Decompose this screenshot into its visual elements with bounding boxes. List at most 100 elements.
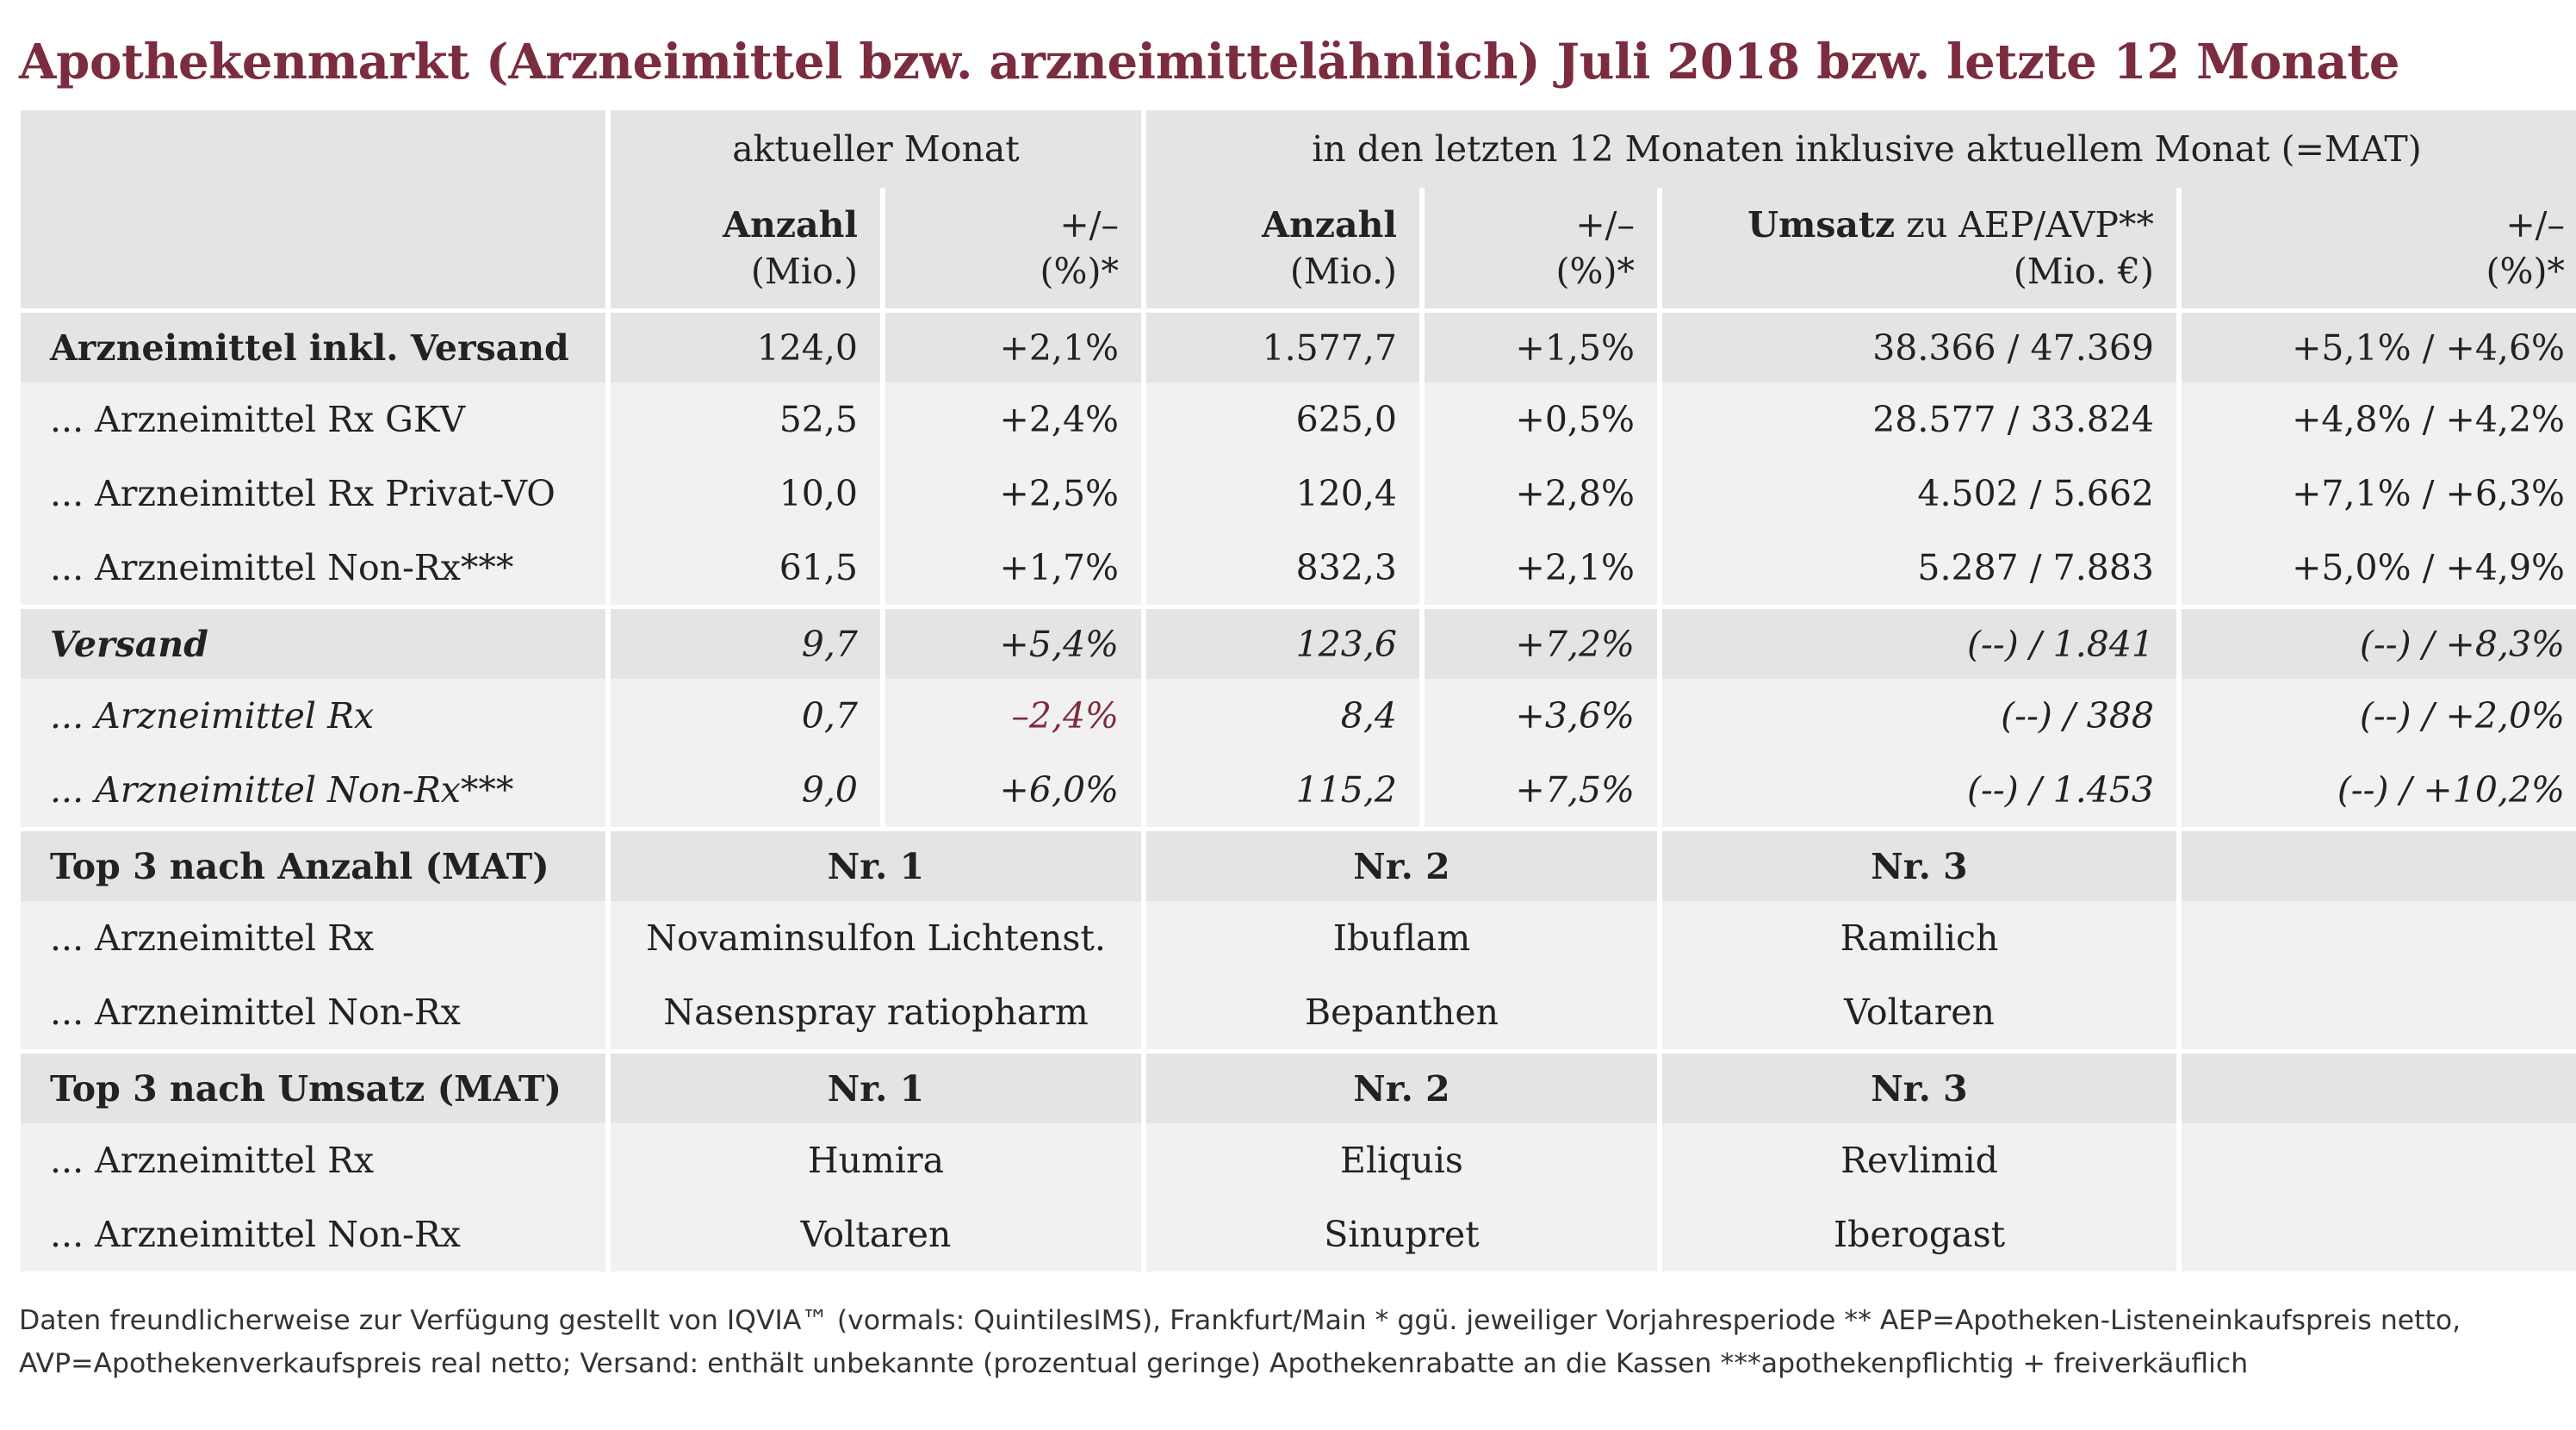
row-label: Arzneimittel inkl. Versand xyxy=(21,308,605,382)
rank-1-header: Nr. 1 xyxy=(611,1049,1141,1123)
rank-2-header: Nr. 2 xyxy=(1146,827,1657,901)
header-change-label: +/– xyxy=(1059,204,1119,246)
empty-cell xyxy=(2182,901,2576,975)
footnote-line-2: AVP=Apothekenverkaufspreis real netto; V… xyxy=(19,1348,2249,1379)
rank-1-product: Voltaren xyxy=(611,1197,1141,1271)
header-corner xyxy=(21,110,605,188)
header-mat-change: +/– (%)* xyxy=(1425,188,1657,308)
cell-revenue: 4.502 / 5.662 xyxy=(1662,457,2176,531)
cell-current-change: +2,5% xyxy=(885,457,1141,531)
rank-3-header: Nr. 3 xyxy=(1662,1049,2176,1123)
cell-mat-change: +2,8% xyxy=(1425,457,1657,531)
cell-current-change: +2,4% xyxy=(885,382,1141,457)
cell-revenue-change: (--) / +8,3% xyxy=(2182,605,2576,679)
cell-current-change: +2,1% xyxy=(885,308,1141,382)
footnote: Daten freundlicherweise zur Verfügung ge… xyxy=(19,1299,2560,1385)
cell-revenue-change: (--) / +10,2% xyxy=(2182,753,2576,827)
header-count-label: Anzahl xyxy=(1262,204,1397,246)
cell-current-count: 0,7 xyxy=(611,679,880,753)
cell-current-change-negative: –2,4% xyxy=(885,679,1141,753)
header-revenue-change: +/– (%)* xyxy=(2182,188,2576,308)
header-current-change: +/– (%)* xyxy=(885,188,1141,308)
row-label: Versand xyxy=(21,605,605,679)
cell-revenue-change: +7,1% / +6,3% xyxy=(2182,457,2576,531)
header-count-label: Anzahl xyxy=(723,204,858,246)
cell-revenue-change: +5,0% / +4,9% xyxy=(2182,531,2576,605)
rank-1-product: Nasenspray ratiopharm xyxy=(611,975,1141,1049)
cell-mat-count: 115,2 xyxy=(1146,753,1419,827)
cell-mat-change: +7,5% xyxy=(1425,753,1657,827)
header-revenue-unit: (Mio. €) xyxy=(2013,251,2154,292)
header-change-unit: (%)* xyxy=(1555,251,1635,292)
cell-current-count: 9,7 xyxy=(611,605,880,679)
rank-3-header: Nr. 3 xyxy=(1662,827,2176,901)
cell-current-change: +6,0% xyxy=(885,753,1141,827)
section-top-revenue: Top 3 nach Umsatz (MAT) xyxy=(21,1049,605,1123)
header-change-unit: (%)* xyxy=(2486,251,2565,292)
empty-cell xyxy=(2182,1197,2576,1271)
row-label: ... Arzneimittel Rx Privat-VO xyxy=(21,457,605,531)
rank-3-product: Voltaren xyxy=(1662,975,2176,1049)
header-revenue-rest: zu AEP/AVP** xyxy=(1895,204,2154,246)
header-group-mat: in den letzten 12 Monaten inklusive aktu… xyxy=(1146,110,2576,188)
header-revenue: Umsatz zu AEP/AVP** (Mio. €) xyxy=(1662,188,2176,308)
cell-revenue: 38.366 / 47.369 xyxy=(1662,308,2176,382)
cell-mat-count: 123,6 xyxy=(1146,605,1419,679)
header-revenue-bold: Umsatz xyxy=(1747,204,1896,246)
row-label: ... Arzneimittel Rx GKV xyxy=(21,382,605,457)
header-mat-count: Anzahl (Mio.) xyxy=(1146,188,1419,308)
cell-revenue-change: +5,1% / +4,6% xyxy=(2182,308,2576,382)
cell-revenue: 28.577 / 33.824 xyxy=(1662,382,2176,457)
cell-mat-change: +7,2% xyxy=(1425,605,1657,679)
cell-current-change: +5,4% xyxy=(885,605,1141,679)
cell-revenue-change: (--) / +2,0% xyxy=(2182,679,2576,753)
cell-mat-change: +0,5% xyxy=(1425,382,1657,457)
empty-cell xyxy=(2182,1123,2576,1197)
cell-mat-change: +1,5% xyxy=(1425,308,1657,382)
cell-current-count: 124,0 xyxy=(611,308,880,382)
header-change-label: +/– xyxy=(1575,204,1635,246)
cell-revenue: (--) / 1.841 xyxy=(1662,605,2176,679)
row-label: ... Arzneimittel Rx xyxy=(21,679,605,753)
rank-2-product: Eliquis xyxy=(1146,1123,1657,1197)
cell-mat-count: 625,0 xyxy=(1146,382,1419,457)
header-corner-lower xyxy=(21,188,605,308)
cell-mat-count: 120,4 xyxy=(1146,457,1419,531)
header-change-unit: (%)* xyxy=(1040,251,1119,292)
header-group-current-month: aktueller Monat xyxy=(611,110,1141,188)
rank-1-header: Nr. 1 xyxy=(611,827,1141,901)
cell-revenue-change: +4,8% / +4,2% xyxy=(2182,382,2576,457)
cell-revenue: 5.287 / 7.883 xyxy=(1662,531,2176,605)
cell-mat-count: 8,4 xyxy=(1146,679,1419,753)
cell-revenue: (--) / 1.453 xyxy=(1662,753,2176,827)
page-title: Apothekenmarkt (Arzneimittel bzw. arznei… xyxy=(19,34,2400,90)
rank-1-product: Novaminsulfon Lichtenst. xyxy=(611,901,1141,975)
cell-current-count: 10,0 xyxy=(611,457,880,531)
row-label: ... Arzneimittel Non-Rx*** xyxy=(21,531,605,605)
cell-mat-change: +3,6% xyxy=(1425,679,1657,753)
rank-3-product: Revlimid xyxy=(1662,1123,2176,1197)
cell-current-count: 9,0 xyxy=(611,753,880,827)
row-label: ... Arzneimittel Non-Rx xyxy=(21,975,605,1049)
rank-2-header: Nr. 2 xyxy=(1146,1049,1657,1123)
cell-current-count: 61,5 xyxy=(611,531,880,605)
header-current-count: Anzahl (Mio.) xyxy=(611,188,880,308)
cell-current-count: 52,5 xyxy=(611,382,880,457)
empty-cell xyxy=(2182,1049,2576,1123)
header-revenue-label: Umsatz zu AEP/AVP** xyxy=(1747,202,2154,248)
header-count-unit: (Mio.) xyxy=(750,251,858,292)
header-count-unit: (Mio.) xyxy=(1289,251,1397,292)
rank-3-product: Iberogast xyxy=(1662,1197,2176,1271)
rank-2-product: Bepanthen xyxy=(1146,975,1657,1049)
empty-cell xyxy=(2182,827,2576,901)
cell-revenue: (--) / 388 xyxy=(1662,679,2176,753)
row-label: ... Arzneimittel Rx xyxy=(21,1123,605,1197)
row-label: ... Arzneimittel Non-Rx*** xyxy=(21,753,605,827)
row-label: ... Arzneimittel Non-Rx xyxy=(21,1197,605,1271)
cell-mat-count: 832,3 xyxy=(1146,531,1419,605)
section-top-count: Top 3 nach Anzahl (MAT) xyxy=(21,827,605,901)
cell-current-change: +1,7% xyxy=(885,531,1141,605)
footnote-line-1: Daten freundlicherweise zur Verfügung ge… xyxy=(19,1305,2461,1336)
row-label: ... Arzneimittel Rx xyxy=(21,901,605,975)
cell-mat-count: 1.577,7 xyxy=(1146,308,1419,382)
